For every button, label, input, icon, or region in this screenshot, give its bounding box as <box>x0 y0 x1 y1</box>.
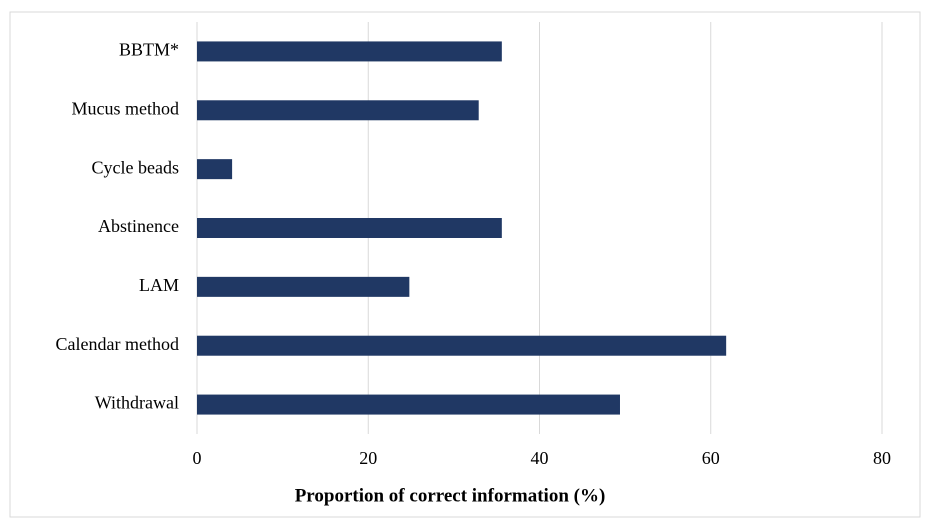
chart-frame <box>9 11 921 518</box>
bar <box>197 335 727 356</box>
y-tick-label: Calendar method <box>56 334 179 354</box>
x-tick-label: 80 <box>873 448 891 468</box>
y-tick-label: Abstinence <box>98 216 179 236</box>
y-tick-label: Cycle beads <box>92 157 179 177</box>
x-tick-label: 20 <box>359 448 377 468</box>
bar <box>197 218 502 238</box>
x-tick-label: 60 <box>702 448 720 468</box>
y-tick-label: Withdrawal <box>95 393 179 413</box>
bar <box>197 276 410 297</box>
bar <box>197 394 620 415</box>
x-tick-label: 0 <box>193 448 202 468</box>
bar <box>197 100 479 121</box>
bar <box>197 41 502 62</box>
y-tick-label: LAM <box>139 275 179 295</box>
x-axis-title: Proportion of correct information (%) <box>295 485 606 506</box>
bar <box>197 159 233 180</box>
y-tick-label: BBTM* <box>119 40 179 60</box>
x-tick-label: 40 <box>531 448 549 468</box>
y-tick-label: Mucus method <box>72 98 180 118</box>
